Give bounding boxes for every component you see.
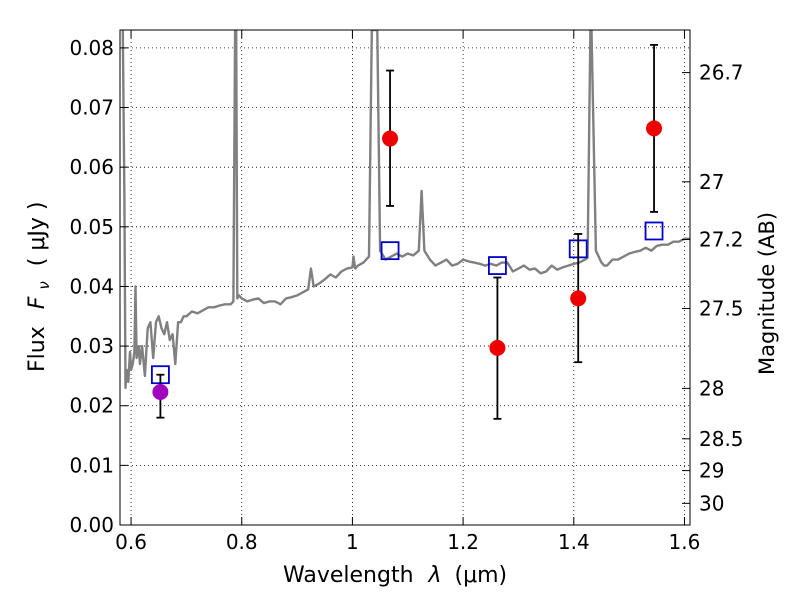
mag-tick-label: 30 <box>699 491 724 515</box>
series-layer <box>121 30 690 420</box>
x-axis-label: Wavelength λ (μm) <box>283 563 507 588</box>
mag-tick-label: 28 <box>699 376 724 400</box>
observed-photometry-point <box>382 130 399 147</box>
y-tick-label: 0.04 <box>69 274 114 298</box>
mag-tick-label: 29 <box>699 459 724 483</box>
model-photometry-point <box>644 221 664 241</box>
observed-photometry-point <box>646 120 663 137</box>
y-tick-label: 0.00 <box>69 513 114 537</box>
observed-photometry-point <box>489 339 506 356</box>
x-tick-label: 1.6 <box>669 530 701 554</box>
y-tick-label: 0.05 <box>69 215 114 239</box>
mag-tick-label: 27 <box>699 170 724 194</box>
plot-frame <box>119 29 691 526</box>
observed-photometry-point <box>570 290 587 307</box>
x-tick-label: 1.2 <box>447 530 479 554</box>
x-tick-label: 0.8 <box>226 530 258 554</box>
mag-tick-label: 27.5 <box>699 296 744 320</box>
y-tick-label: 0.03 <box>69 334 114 358</box>
y-tick-label: 0.08 <box>69 36 114 60</box>
observed-photometry-optical-point <box>152 384 169 401</box>
mag-tick-label: 28.5 <box>699 427 744 451</box>
model-sed-line <box>121 30 690 389</box>
plot-area <box>121 30 690 420</box>
y-tick-label: 0.02 <box>69 394 114 418</box>
mag-tick-label: 27.2 <box>699 228 744 252</box>
y2-axis-label: Magnitude (AB) <box>755 212 779 375</box>
y-tick-label: 0.01 <box>69 453 114 477</box>
mag-tick-label: 26.7 <box>699 61 744 85</box>
x-tick-label: 1 <box>346 530 359 554</box>
y-tick-label: 0.06 <box>69 155 114 179</box>
x-tick-label: 1.4 <box>558 530 590 554</box>
model-photometry-point <box>380 241 400 261</box>
x-tick-label: 0.6 <box>115 530 147 554</box>
y-tick-label: 0.07 <box>69 96 114 120</box>
model-photometry-point <box>488 256 507 275</box>
axis-ticks: 0.6 0.8 1 1.2 1.4 1.6 0.00 0.01 0.02 0.03 0.04 0.05… <box>69 30 744 554</box>
grid-lines <box>120 30 690 526</box>
y-axis-label: Flux F ν ( μJy ) <box>25 202 55 372</box>
